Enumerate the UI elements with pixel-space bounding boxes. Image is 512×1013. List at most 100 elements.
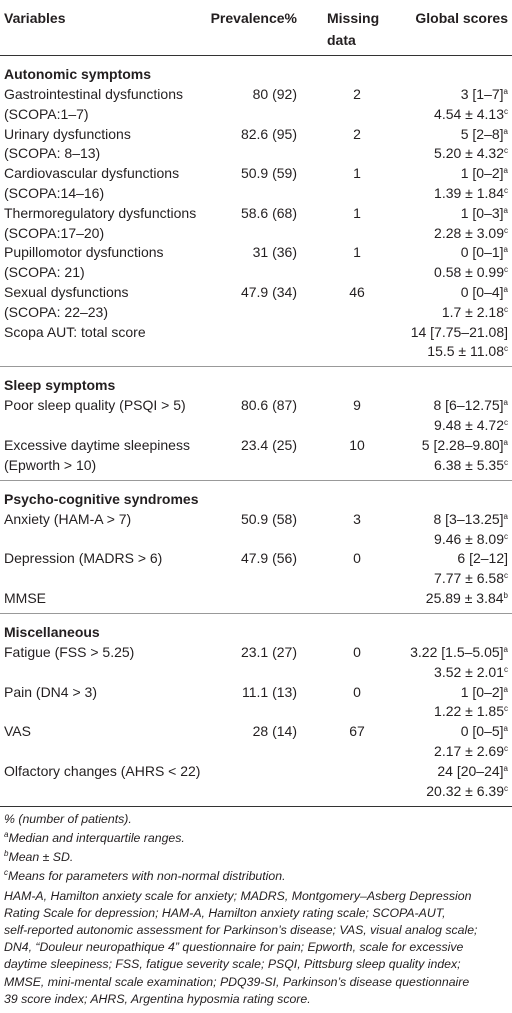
prevalence: 47.9 (56)	[240, 550, 297, 567]
missing-data: 1	[353, 165, 361, 182]
score-text: 5.20 ± 4.32	[434, 145, 504, 162]
global-score: 0 [0–5]a	[360, 721, 508, 741]
score-footnote-mark: c	[504, 457, 508, 467]
footnote-text: Median and interquartile ranges.	[8, 830, 185, 845]
footnote-text: Mean ± SD.	[8, 849, 74, 864]
variable: (SCOPA:1–7)	[4, 105, 89, 122]
score-footnote-mark: a	[503, 126, 508, 136]
score-footnote-mark: b	[503, 591, 508, 600]
variable: Urinary dysfunctions	[4, 125, 131, 142]
score-text: 9.46 ± 8.09	[434, 530, 504, 547]
global-score: 14 [7.75–21.08]	[360, 322, 508, 342]
score-footnote-mark: c	[504, 304, 508, 314]
missing-data: 2	[353, 86, 361, 102]
global-score: 0 [0–4]a	[360, 282, 508, 302]
score-text: 15.5 ± 11.08	[427, 343, 504, 360]
prevalence: 82.6 (95)	[240, 125, 297, 142]
score-text: 1.39 ± 1.84	[434, 185, 504, 201]
global-score: 1.22 ± 1.85c	[360, 701, 508, 721]
variable: MMSE	[4, 590, 46, 606]
variable: (SCOPA: 22–23)	[4, 303, 109, 320]
global-score: 3.22 [1.5–5.05]a	[360, 642, 508, 662]
column-header: Variables	[4, 10, 66, 26]
global-score: 25.89 ± 3.84b	[360, 588, 508, 608]
footnote-text: Means for parameters with non-normal dis…	[8, 868, 286, 883]
variable: Scopa AUT: total score	[4, 323, 146, 340]
score-footnote-mark: c	[504, 571, 508, 581]
variable: (SCOPA:17–20)	[4, 224, 105, 241]
variable: Pupillomotor dysfunctions	[4, 244, 164, 261]
global-score: 8 [6–12.75]a	[360, 395, 508, 415]
score-text: 6.38 ± 5.35	[434, 456, 504, 473]
global-score: 6 [2–12]	[360, 548, 508, 568]
missing-data: 0	[353, 644, 361, 660]
global-score: 9.46 ± 8.09c	[360, 529, 508, 549]
variable: Cardiovascular dysfunctions	[4, 165, 180, 182]
missing-data: 9	[353, 397, 361, 414]
score-text: 2.28 ± 3.09	[434, 224, 504, 241]
missing-data: 3	[353, 510, 361, 527]
global-score: 9.48 ± 4.72c	[360, 415, 508, 435]
score-text: 8 [6–12.75]	[433, 397, 504, 414]
global-score: 1.39 ± 1.84c	[360, 183, 508, 203]
footnote-mark: b	[4, 848, 9, 858]
missing-data: 1	[353, 244, 361, 261]
variable: Anxiety (HAM-A > 7)	[4, 510, 132, 527]
global-score: 1.7 ± 2.18c	[360, 302, 508, 322]
footnote-mark: a	[4, 829, 9, 839]
section-title: Miscellaneous	[4, 624, 100, 640]
score-footnote-mark: c	[504, 146, 508, 156]
score-footnote-mark: a	[503, 724, 508, 734]
global-score: 3 [1–7]a	[360, 84, 508, 104]
abbreviation-line: MMSE, mini-mental scale examination; PDQ…	[4, 974, 470, 989]
variable: Excessive daytime sleepiness	[4, 437, 190, 453]
variable: (SCOPA:14–16)	[4, 185, 105, 201]
global-score: 2.17 ± 2.69c	[360, 741, 508, 761]
variable: (SCOPA: 21)	[4, 264, 85, 281]
global-score: 1 [0–3]a	[360, 203, 508, 223]
score-text: 14 [7.75–21.08]	[410, 323, 508, 340]
global-score: 2.28 ± 3.09c	[360, 223, 508, 243]
abbreviation-line: DN4, “Douleur neuropathique 4” questionn…	[4, 940, 464, 955]
score-footnote-mark: c	[504, 225, 508, 235]
footnote: % (number of patients).	[4, 811, 132, 828]
prevalence: 23.1 (27)	[240, 644, 297, 660]
global-score: 1 [0–2]a	[360, 163, 508, 183]
score-footnote-mark: a	[503, 763, 508, 773]
prevalence: 80.6 (87)	[240, 397, 297, 414]
score-footnote-mark: a	[503, 398, 508, 408]
variable: Sexual dysfunctions	[4, 284, 129, 300]
missing-data: 0	[353, 683, 361, 700]
score-footnote-mark: c	[504, 186, 508, 195]
score-text: 1.7 ± 2.18	[441, 303, 504, 320]
score-footnote-mark: c	[504, 531, 508, 541]
variable: VAS	[4, 723, 31, 740]
score-text: 5 [2.28–9.80]	[421, 437, 504, 453]
column-header: Missing	[327, 10, 380, 26]
abbreviation-line: Rating Scale for depression; HAM-A, Hami…	[4, 905, 446, 920]
score-text: 0.58 ± 0.99	[434, 264, 504, 281]
footnote-mark: c	[4, 867, 8, 877]
score-footnote-mark: c	[504, 344, 508, 354]
missing-data: 2	[353, 125, 361, 142]
section-title: Psycho-cognitive syndromes	[4, 490, 199, 507]
footnote: cMeans for parameters with non-normal di…	[4, 868, 286, 885]
column-header: Global scores	[415, 10, 508, 26]
score-footnote-mark: c	[504, 704, 508, 714]
rule	[0, 55, 512, 56]
rule	[0, 366, 512, 368]
score-text: 1 [0–2]	[460, 165, 504, 182]
score-text: 25.89 ± 3.84	[425, 590, 504, 606]
prevalence: 28 (14)	[252, 723, 297, 740]
score-footnote-mark: a	[503, 438, 508, 447]
variable: Poor sleep quality (PSQI > 5)	[4, 397, 186, 414]
score-footnote-mark: a	[503, 166, 508, 176]
global-score: 24 [20–24]a	[360, 761, 508, 781]
variable: Depression (MADRS > 6)	[4, 550, 163, 567]
score-text: 1.22 ± 1.85	[434, 703, 504, 720]
score-footnote-mark: c	[504, 418, 508, 428]
footnote-text: % (number of patients).	[4, 811, 132, 826]
global-score: 5.20 ± 4.32c	[360, 143, 508, 163]
missing-data: 67	[349, 723, 365, 740]
